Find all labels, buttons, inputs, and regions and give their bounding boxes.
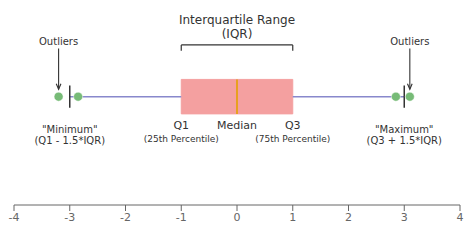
svg-text:Q3: Q3 xyxy=(285,119,301,132)
svg-text:-1: -1 xyxy=(176,211,187,224)
svg-text:-3: -3 xyxy=(64,211,75,224)
svg-text:3: 3 xyxy=(401,211,408,224)
svg-text:"Minimum"(Q1 - 1.5*IQR): "Minimum"(Q1 - 1.5*IQR) xyxy=(34,124,105,147)
svg-text:0: 0 xyxy=(234,211,241,224)
svg-text:Q1: Q1 xyxy=(173,119,189,132)
svg-text:4: 4 xyxy=(457,211,464,224)
svg-text:Outliers: Outliers xyxy=(39,36,78,47)
svg-text:"Maximum"(Q3 + 1.5*IQR): "Maximum"(Q3 + 1.5*IQR) xyxy=(367,124,443,147)
svg-text:(25th Percentile): (25th Percentile) xyxy=(144,134,219,144)
svg-text:Interquartile Range(IQR): Interquartile Range(IQR) xyxy=(179,13,295,41)
svg-text:2: 2 xyxy=(345,211,352,224)
svg-text:(75th Percentile): (75th Percentile) xyxy=(255,134,330,144)
svg-text:-2: -2 xyxy=(120,211,131,224)
svg-text:Median: Median xyxy=(217,119,257,132)
svg-text:1: 1 xyxy=(289,211,296,224)
svg-text:Outliers: Outliers xyxy=(390,36,429,47)
svg-text:-4: -4 xyxy=(9,211,20,224)
